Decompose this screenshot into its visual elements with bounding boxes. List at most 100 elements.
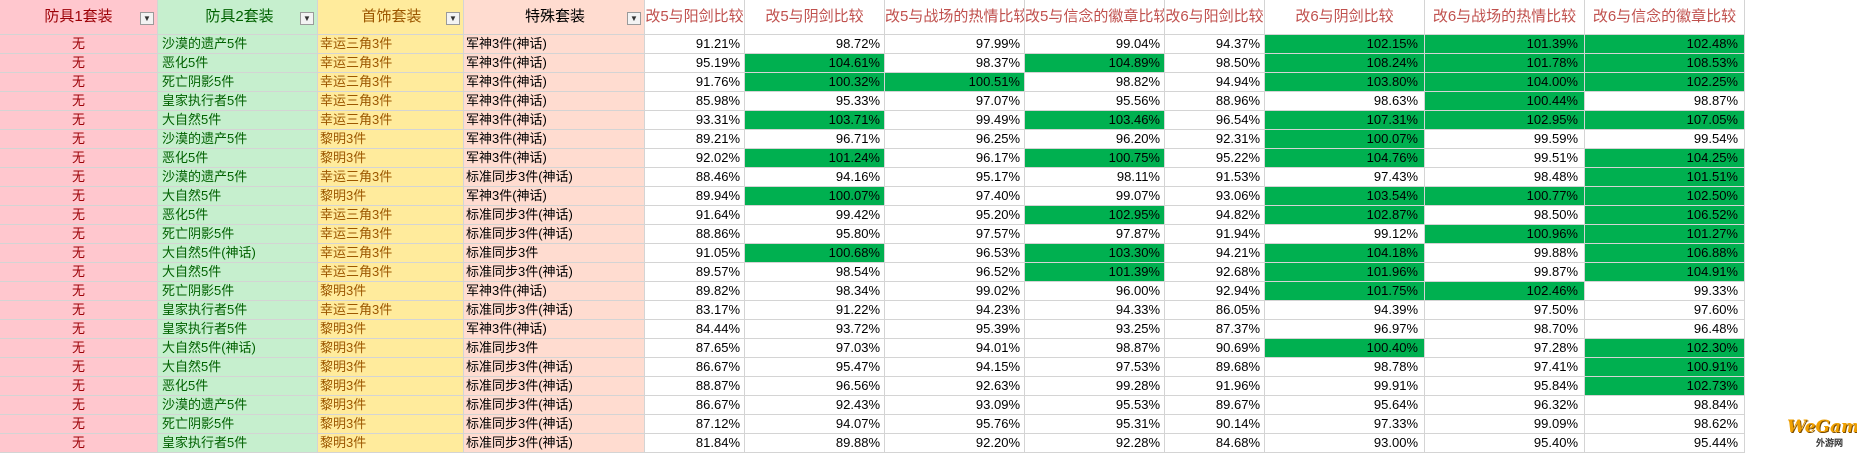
cell-r6-yin[interactable]: 104.76% [1265, 149, 1425, 168]
cell-accessory[interactable]: 黎明3件 [318, 339, 464, 358]
col-header-r5-yang[interactable]: 改5与阳剑比较 [645, 0, 745, 35]
cell-special[interactable]: 军神3件(神话) [464, 149, 645, 168]
cell-r5-passion[interactable]: 97.57% [885, 225, 1025, 244]
col-header-r6-yang[interactable]: 改6与阳剑比较 [1165, 0, 1265, 35]
cell-r5-badge[interactable]: 99.04% [1025, 35, 1165, 54]
cell-r5-badge[interactable]: 96.20% [1025, 130, 1165, 149]
cell-armor1[interactable]: 无 [0, 168, 158, 187]
cell-r6-passion[interactable]: 99.59% [1425, 130, 1585, 149]
cell-r5-badge[interactable]: 103.30% [1025, 244, 1165, 263]
cell-r5-passion[interactable]: 94.15% [885, 358, 1025, 377]
cell-armor2[interactable]: 皇家执行者5件 [158, 301, 318, 320]
cell-r5-yang[interactable]: 88.87% [645, 377, 745, 396]
col-header-armor1[interactable]: 防具1套装 ▼ [0, 0, 158, 35]
cell-armor1[interactable]: 无 [0, 396, 158, 415]
cell-armor2[interactable]: 死亡阴影5件 [158, 73, 318, 92]
cell-r5-yin[interactable]: 89.88% [745, 434, 885, 453]
cell-r6-yang[interactable]: 92.94% [1165, 282, 1265, 301]
cell-r5-yang[interactable]: 87.12% [645, 415, 745, 434]
cell-r6-yin[interactable]: 93.00% [1265, 434, 1425, 453]
cell-armor2[interactable]: 死亡阴影5件 [158, 225, 318, 244]
cell-r5-yin[interactable]: 98.72% [745, 35, 885, 54]
cell-special[interactable]: 标准同步3件(神话) [464, 301, 645, 320]
cell-accessory[interactable]: 黎明3件 [318, 320, 464, 339]
cell-r6-yang[interactable]: 84.68% [1165, 434, 1265, 453]
cell-r6-yang[interactable]: 89.68% [1165, 358, 1265, 377]
cell-accessory[interactable]: 幸运三角3件 [318, 111, 464, 130]
cell-special[interactable]: 军神3件(神话) [464, 111, 645, 130]
cell-armor2[interactable]: 恶化5件 [158, 149, 318, 168]
cell-special[interactable]: 军神3件(神话) [464, 73, 645, 92]
cell-r5-yang[interactable]: 89.94% [645, 187, 745, 206]
cell-r5-passion[interactable]: 100.51% [885, 73, 1025, 92]
cell-r5-badge[interactable]: 104.89% [1025, 54, 1165, 73]
cell-r5-yang[interactable]: 89.82% [645, 282, 745, 301]
cell-r6-passion[interactable]: 98.50% [1425, 206, 1585, 225]
cell-r5-yang[interactable]: 89.57% [645, 263, 745, 282]
cell-r6-yin[interactable]: 96.97% [1265, 320, 1425, 339]
cell-r5-passion[interactable]: 96.17% [885, 149, 1025, 168]
cell-r5-yang[interactable]: 91.76% [645, 73, 745, 92]
cell-armor2[interactable]: 恶化5件 [158, 206, 318, 225]
cell-armor1[interactable]: 无 [0, 339, 158, 358]
cell-r6-passion[interactable]: 96.32% [1425, 396, 1585, 415]
cell-r6-passion[interactable]: 98.70% [1425, 320, 1585, 339]
cell-r5-yin[interactable]: 96.56% [745, 377, 885, 396]
cell-accessory[interactable]: 幸运三角3件 [318, 225, 464, 244]
cell-accessory[interactable]: 黎明3件 [318, 434, 464, 453]
cell-armor2[interactable]: 皇家执行者5件 [158, 320, 318, 339]
cell-r6-passion[interactable]: 102.95% [1425, 111, 1585, 130]
cell-r6-yin[interactable]: 97.33% [1265, 415, 1425, 434]
cell-r6-yang[interactable]: 91.53% [1165, 168, 1265, 187]
cell-r6-passion[interactable]: 97.41% [1425, 358, 1585, 377]
cell-r5-badge[interactable]: 99.28% [1025, 377, 1165, 396]
cell-r6-badge[interactable]: 102.30% [1585, 339, 1745, 358]
cell-r6-yin[interactable]: 98.63% [1265, 92, 1425, 111]
cell-armor1[interactable]: 无 [0, 263, 158, 282]
cell-accessory[interactable]: 幸运三角3件 [318, 206, 464, 225]
cell-r5-passion[interactable]: 95.39% [885, 320, 1025, 339]
cell-accessory[interactable]: 黎明3件 [318, 358, 464, 377]
cell-r5-yin[interactable]: 100.68% [745, 244, 885, 263]
cell-armor1[interactable]: 无 [0, 434, 158, 453]
cell-r5-yang[interactable]: 93.31% [645, 111, 745, 130]
cell-r5-yang[interactable]: 91.21% [645, 35, 745, 54]
cell-r5-badge[interactable]: 95.56% [1025, 92, 1165, 111]
cell-r6-passion[interactable]: 98.48% [1425, 168, 1585, 187]
cell-r6-yin[interactable]: 102.15% [1265, 35, 1425, 54]
cell-r6-badge[interactable]: 104.25% [1585, 149, 1745, 168]
col-header-r6-passion[interactable]: 改6与战场的热情比较 [1425, 0, 1585, 35]
cell-armor1[interactable]: 无 [0, 111, 158, 130]
cell-armor2[interactable]: 皇家执行者5件 [158, 92, 318, 111]
cell-r6-yang[interactable]: 87.37% [1165, 320, 1265, 339]
cell-r5-yang[interactable]: 88.86% [645, 225, 745, 244]
cell-accessory[interactable]: 黎明3件 [318, 377, 464, 396]
cell-armor1[interactable]: 无 [0, 54, 158, 73]
cell-r6-yang[interactable]: 93.06% [1165, 187, 1265, 206]
cell-r6-passion[interactable]: 95.40% [1425, 434, 1585, 453]
cell-r5-badge[interactable]: 100.75% [1025, 149, 1165, 168]
cell-armor1[interactable]: 无 [0, 35, 158, 54]
cell-r6-badge[interactable]: 99.33% [1585, 282, 1745, 301]
cell-special[interactable]: 标准同步3件(神话) [464, 168, 645, 187]
cell-r5-passion[interactable]: 95.17% [885, 168, 1025, 187]
cell-r6-badge[interactable]: 100.91% [1585, 358, 1745, 377]
cell-r6-yang[interactable]: 92.68% [1165, 263, 1265, 282]
cell-r5-yang[interactable]: 85.98% [645, 92, 745, 111]
cell-accessory[interactable]: 幸运三角3件 [318, 301, 464, 320]
cell-r6-passion[interactable]: 100.96% [1425, 225, 1585, 244]
cell-r5-yang[interactable]: 84.44% [645, 320, 745, 339]
cell-accessory[interactable]: 幸运三角3件 [318, 244, 464, 263]
cell-r6-yin[interactable]: 107.31% [1265, 111, 1425, 130]
cell-special[interactable]: 标准同步3件(神话) [464, 263, 645, 282]
cell-special[interactable]: 军神3件(神话) [464, 130, 645, 149]
cell-r6-badge[interactable]: 98.87% [1585, 92, 1745, 111]
cell-r5-yin[interactable]: 96.71% [745, 130, 885, 149]
cell-r6-yang[interactable]: 94.37% [1165, 35, 1265, 54]
cell-armor1[interactable]: 无 [0, 377, 158, 396]
cell-armor2[interactable]: 大自然5件 [158, 111, 318, 130]
cell-special[interactable]: 标准同步3件(神话) [464, 415, 645, 434]
cell-r6-yang[interactable]: 89.67% [1165, 396, 1265, 415]
cell-special[interactable]: 军神3件(神话) [464, 54, 645, 73]
cell-armor1[interactable]: 无 [0, 282, 158, 301]
